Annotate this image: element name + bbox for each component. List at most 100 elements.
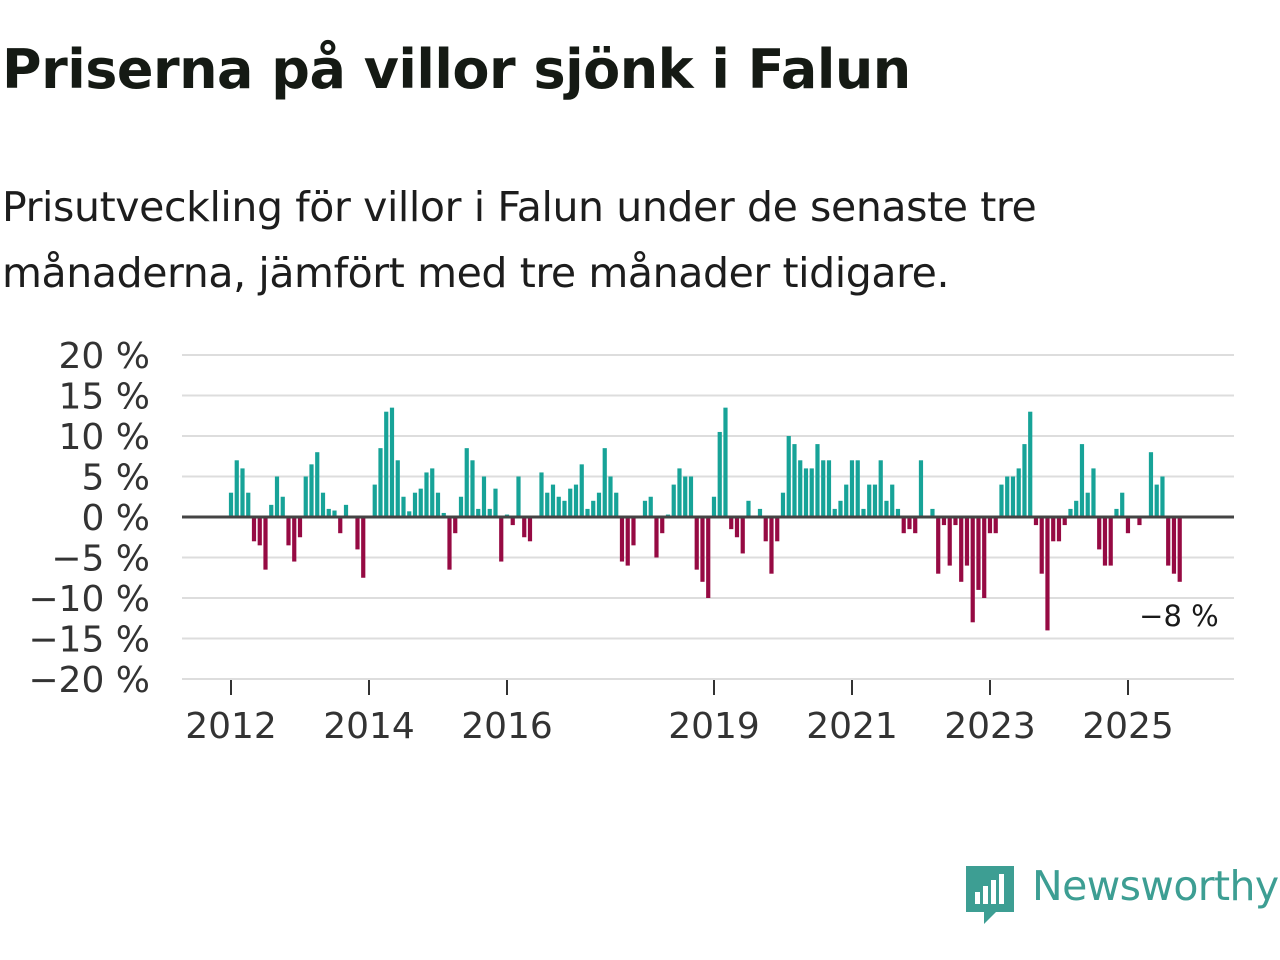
bar [1120, 492, 1125, 517]
y-tick-label: −15 % [28, 620, 150, 661]
bar [792, 444, 797, 517]
bar [918, 460, 924, 517]
bar [964, 517, 970, 566]
y-tick-label: 20 % [59, 336, 150, 377]
y-tick-label: −20 % [28, 660, 150, 701]
bar [815, 444, 820, 517]
bar [930, 508, 935, 517]
bar [884, 500, 889, 517]
bar [1045, 517, 1050, 631]
bar [1108, 517, 1113, 566]
bar [654, 517, 659, 558]
bar [740, 517, 745, 554]
bar [527, 517, 533, 542]
y-tick-label: −5 % [51, 539, 150, 580]
bar [999, 484, 1004, 517]
bar [711, 496, 717, 517]
bar [280, 496, 285, 517]
bar [826, 460, 832, 517]
bar [257, 517, 262, 546]
bar [746, 500, 751, 517]
bar [326, 508, 331, 517]
bar [303, 476, 308, 517]
bar [1085, 492, 1090, 517]
annotations: −8 % [1139, 599, 1219, 633]
bar [1091, 468, 1096, 517]
chart-subtitle: Prisutveckling för villor i Falun under … [2, 183, 1037, 297]
bar [683, 476, 688, 517]
bar [895, 508, 901, 517]
bar [1056, 517, 1062, 542]
bar [1010, 476, 1016, 517]
bar [642, 500, 648, 517]
x-tick-label: 2021 [806, 706, 898, 747]
bar [648, 496, 653, 517]
last-value-annotation: −8 % [1139, 599, 1219, 633]
bar [470, 460, 475, 517]
bar [660, 517, 665, 534]
x-tick-label: 2023 [944, 706, 1036, 747]
bar [539, 472, 544, 517]
bar [562, 500, 567, 517]
bar [1097, 517, 1102, 550]
bar [723, 407, 728, 517]
bar [441, 512, 446, 517]
bar [1028, 411, 1033, 517]
bar [263, 517, 268, 570]
bar [1102, 517, 1108, 566]
bar [522, 517, 527, 538]
bar [269, 504, 274, 517]
bar [878, 460, 883, 517]
bar [780, 492, 786, 517]
bar [1051, 517, 1056, 542]
bar [464, 448, 469, 517]
bar [1148, 452, 1154, 517]
bar [510, 517, 515, 526]
bar [694, 517, 699, 570]
bar [556, 496, 561, 517]
bar [982, 517, 987, 598]
bar [953, 517, 958, 526]
bar [481, 476, 487, 517]
bar [545, 492, 550, 517]
bar [355, 517, 360, 550]
bar [389, 407, 395, 517]
bar [809, 468, 814, 517]
bar [453, 517, 458, 534]
bar [228, 492, 234, 517]
bar [585, 508, 590, 517]
bar [832, 508, 837, 517]
bar [677, 468, 682, 517]
y-tick-label: 10 % [59, 417, 150, 458]
bar [1005, 476, 1010, 517]
y-axis-ticks: 20 %15 %10 %5 %0 %−5 %−10 %−15 %−20 % [28, 336, 150, 701]
bar [596, 492, 602, 517]
bar [1160, 476, 1165, 517]
bar [614, 492, 619, 517]
bar [1125, 517, 1131, 534]
bar [412, 492, 418, 517]
bar-chart: 20 %15 %10 %5 %0 %−5 %−10 %−15 %−20 % 20… [28, 336, 1234, 747]
bar [947, 517, 952, 566]
bar [458, 496, 464, 517]
bar [1177, 517, 1182, 582]
bar [297, 517, 303, 538]
bar [1016, 468, 1021, 517]
bar [757, 508, 763, 517]
bar [274, 476, 280, 517]
bar [424, 472, 429, 517]
bar [1068, 508, 1073, 517]
bar [855, 460, 860, 517]
bar [1114, 508, 1119, 517]
y-tick-label: 0 % [81, 498, 150, 539]
bar [844, 484, 849, 517]
bar [320, 492, 326, 517]
bar [246, 492, 251, 517]
page-title: Priserna på villor sjönk i Falun [2, 38, 911, 101]
bar [401, 496, 406, 517]
bar [1166, 517, 1171, 566]
bar [775, 517, 780, 542]
bar [1033, 517, 1039, 526]
bar [631, 517, 636, 546]
bar [378, 448, 383, 517]
